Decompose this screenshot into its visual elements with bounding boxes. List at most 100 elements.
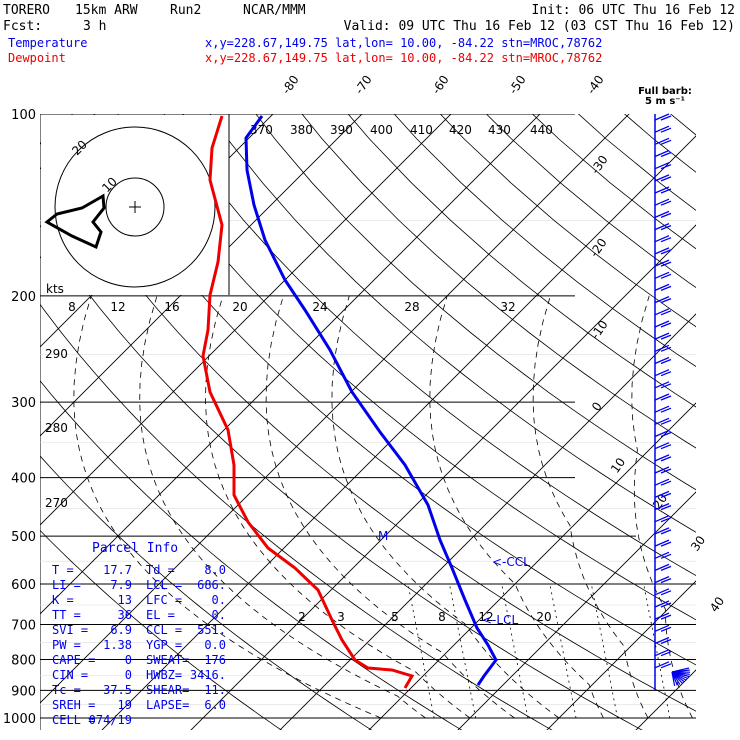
model-name: TORERO [3,3,50,18]
isotherm-line [40,114,452,526]
parcel-row-label: LAPSE= [146,698,189,712]
mixing-ratio-label: 12 [478,610,493,624]
mixing-ratio-label: 3 [337,610,345,624]
wind-barb [654,442,672,450]
parcel-row-label: Td = [146,563,175,577]
wind-barb [654,247,672,255]
wind-barb [654,344,672,352]
fcst-value: 3 h [83,19,106,34]
parcel-row-label: SHEAR= [146,683,189,697]
parcel-row-value: 1.38 [103,638,132,652]
dry-adiabat [40,455,373,730]
theta-label: 280 [45,421,68,435]
upper-scale-label: 28 [404,300,419,314]
wind-barb [654,405,672,413]
parcel-row-label: LI = [52,578,81,592]
dry-adiabat [71,114,696,666]
wind-barb [654,478,672,486]
isotherm-label: 10 [608,455,628,476]
isotherm-label: 40 [707,594,727,615]
hodograph-ring-20 [54,126,216,288]
isotherm-label: -40 [584,73,607,97]
pressure-tick-label: 700 [11,618,36,633]
mixing-ratio-line [407,583,435,719]
wind-barb [654,466,672,474]
dry-adiabat [393,114,696,368]
moist-adiabat [205,295,471,719]
theta-label: 290 [45,347,68,361]
mixing-ratio-label: 8 [438,610,446,624]
temperature-line [244,115,498,686]
hodograph-units: kts [46,282,64,296]
parcel-row-label: CAPE = [52,653,95,667]
pressure-tick-label: 300 [11,396,36,411]
parcel-row-value: 11. [204,683,226,697]
wind-barb [654,223,672,231]
wind-barb [654,162,672,170]
wind-barb [654,563,672,572]
run-label: Run2 [170,3,201,18]
parcel-row-label: YGP = [146,638,182,652]
moist-adiabat [631,295,693,719]
wind-barb [654,381,672,389]
dry-adiabat [531,114,696,250]
parcel-row-label: T = [52,563,74,577]
moist-adiabat [532,295,649,719]
wind-barb [654,417,672,425]
wind-barb [654,527,672,535]
wind-barb [654,186,672,194]
moist-adiabat [73,295,382,719]
wind-barb [654,125,672,133]
pressure-tick-label: 600 [11,578,36,593]
parcel-row-value: 6.0 [204,698,226,712]
wind-barb [654,369,672,377]
wind-barb [654,113,672,121]
org-label: NCAR/MMM [243,3,306,18]
isotherm-line [279,313,696,730]
theta-label: 410 [410,123,433,137]
dry-adiabat [347,114,696,408]
mixing-ratio-label: 5 [391,610,399,624]
mixing-ratio-label: 20 [536,610,551,624]
moist-adiabat [706,296,740,718]
wind-barb [654,515,672,523]
wind-barb [654,174,672,182]
parcel-row-value: 0. [212,593,226,607]
isotherm-label: -30 [588,153,611,177]
wind-barb [654,503,672,511]
mixing-ratio-label: 2 [298,610,306,624]
isotherm-line [40,114,363,437]
wind-barb [654,149,672,158]
wind-barb [654,576,672,584]
valid-time: Valid: 09 UTC Thu 16 Feb 12 (03 CST Thu … [344,19,735,34]
parcel-row-value: 7.9 [110,578,132,592]
mixing-ratio-line [549,583,577,719]
wind-barb [654,235,672,243]
wind-barb [654,356,672,365]
parcel-row-label: SREH = [52,698,95,712]
parcel-row-label: CIN = [52,668,88,682]
legend-dewpoint: Dewpoint [8,51,66,65]
wind-barb [654,661,672,669]
parcel-row-value: 17.7 [103,563,132,577]
dry-adiabat [255,114,696,491]
hodograph-ring-10 [105,177,165,237]
dry-adiabat [577,114,696,211]
wind-barb [654,649,672,657]
dry-adiabat [117,114,696,621]
dry-adiabat [163,114,696,577]
parcel-row-value: 0 [125,653,132,667]
resolution: 15km ARW [75,3,138,18]
moist-adiabat [331,295,560,719]
dry-adiabat [40,224,643,730]
legend-temperature: Temperature [8,36,87,50]
wind-barb [654,308,672,316]
theta-label: 270 [45,496,68,510]
upper-scale-label: 8 [68,300,76,314]
parcel-row-value: 0.0 [204,638,226,652]
parcel-row-label: EL = [146,608,175,622]
parcel-row-value: 0 [125,668,132,682]
parcel-row-value: 19 [118,698,132,712]
dry-adiabat [40,303,553,730]
